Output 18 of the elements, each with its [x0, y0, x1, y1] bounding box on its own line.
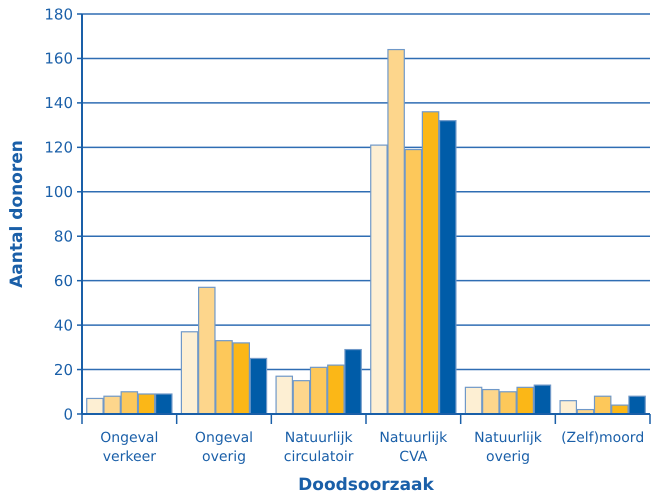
- y-tick-label: 80: [54, 227, 73, 246]
- x-tick-label: Natuurlijk circulatoir: [284, 430, 354, 465]
- y-tick-label: 120: [44, 138, 73, 157]
- y-tick-label: 40: [54, 316, 73, 334]
- x-tick-label: Natuurlijk CVA: [379, 430, 448, 465]
- y-tick-label: 140: [44, 94, 73, 112]
- x-axis-title: Doodsoorzaak: [298, 475, 435, 495]
- y-tick-label: 20: [54, 360, 73, 379]
- y-tick-label: 60: [54, 272, 73, 290]
- y-tick-label: 0: [63, 405, 73, 424]
- x-tick-label: (Zelf)moord: [561, 430, 644, 446]
- y-tick-label: 180: [44, 5, 73, 24]
- y-axis-title: Aantal donoren: [7, 140, 27, 288]
- x-tick-label: Ongeval overig: [194, 430, 254, 465]
- x-tick-label: Ongeval verkeer: [100, 430, 158, 465]
- y-tick-label: 160: [44, 50, 73, 68]
- x-tick-label: Natuurlijk overig: [474, 430, 543, 465]
- y-tick-label: 100: [44, 183, 73, 202]
